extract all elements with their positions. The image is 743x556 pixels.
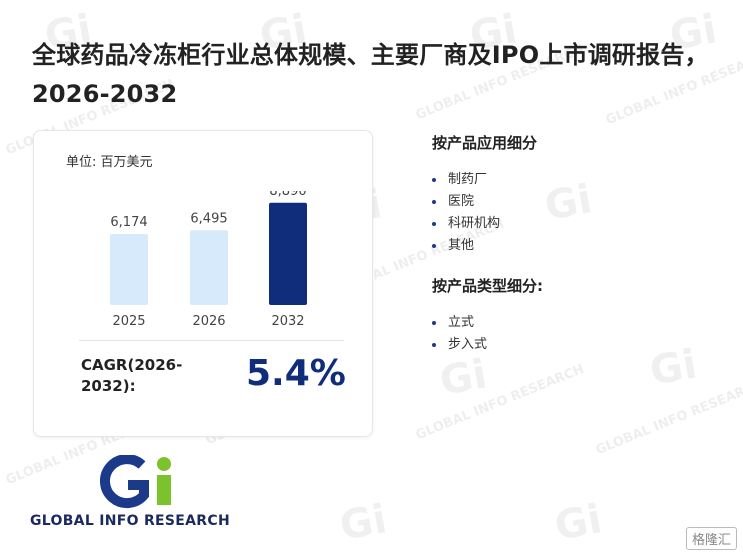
segment-heading: 按产品应用细分 (432, 134, 538, 152)
watermark-text: GLOBAL INFO RESEARCH (593, 376, 743, 459)
source-badge: 格隆汇 (685, 527, 737, 550)
segment-heading: 按产品类型细分: (432, 277, 543, 295)
gi-logo-icon (99, 455, 171, 509)
bullet-icon (432, 244, 436, 248)
bar-2026 (190, 230, 228, 305)
list-item: 步入式 (432, 334, 543, 356)
bullet-icon (432, 178, 436, 182)
company-logo: GLOBAL INFO RESEARCH (30, 455, 245, 535)
x-tick-label-2026: 2026 (192, 314, 225, 329)
divider (79, 340, 344, 341)
bullet-icon (432, 321, 436, 325)
bar-chart: 6,174 2025 6,495 2026 8,890 2032 (110, 191, 307, 329)
list-item: 科研机构 (432, 213, 537, 235)
list-item-label: 步入式 (448, 337, 488, 352)
watermark-logo: Gi (541, 176, 596, 230)
segment-list: 制药厂 医院 科研机构 其他 (432, 169, 537, 257)
bar-2032 (269, 202, 307, 305)
logo-text: GLOBAL INFO RESEARCH (30, 513, 230, 529)
list-item: 制药厂 (432, 169, 537, 191)
segment-list: 立式 步入式 (432, 312, 543, 356)
application-segment: 按产品应用细分 制药厂 医院 科研机构 其他 (432, 132, 537, 257)
watermark-logo: Gi (551, 496, 606, 550)
list-item-label: 立式 (448, 315, 475, 330)
watermark-text: GLOBAL INFO RESEARCH (413, 361, 587, 444)
x-tick-label-2032: 2032 (271, 314, 304, 329)
watermark-logo: Gi (336, 496, 391, 550)
page-title: 全球药品冷冻柜行业总体规模、主要厂商及IPO上市调研报告，2026-2032 (32, 41, 709, 108)
watermark-logo: Gi (646, 341, 701, 395)
type-segment: 按产品类型细分: 立式 步入式 (432, 275, 543, 356)
list-item: 立式 (432, 312, 543, 334)
list-item: 医院 (432, 191, 537, 213)
list-item-label: 医院 (448, 194, 475, 209)
bar-2025 (110, 233, 148, 305)
list-item: 其他 (432, 235, 537, 257)
market-size-card: 单位: 百万美元 6,174 2025 6,495 2026 8,890 2032 CAG… (33, 130, 373, 437)
list-item-label: 其他 (448, 238, 475, 253)
cagr-value: 5.4% (246, 353, 346, 394)
list-item-label: 制药厂 (448, 172, 488, 187)
unit-label: 单位: 百万美元 (66, 155, 153, 170)
bullet-icon (432, 343, 436, 347)
watermark-logo: Gi (436, 351, 491, 405)
data-label-2032: 8,890 (269, 191, 306, 199)
cagr-label: CAGR(2026-2032): (81, 356, 183, 395)
bullet-icon (432, 200, 436, 204)
x-tick-label-2025: 2025 (112, 314, 145, 329)
data-label-2026: 6,495 (190, 211, 227, 226)
data-label-2025: 6,174 (110, 215, 147, 230)
bullet-icon (432, 222, 436, 226)
list-item-label: 科研机构 (448, 216, 501, 231)
